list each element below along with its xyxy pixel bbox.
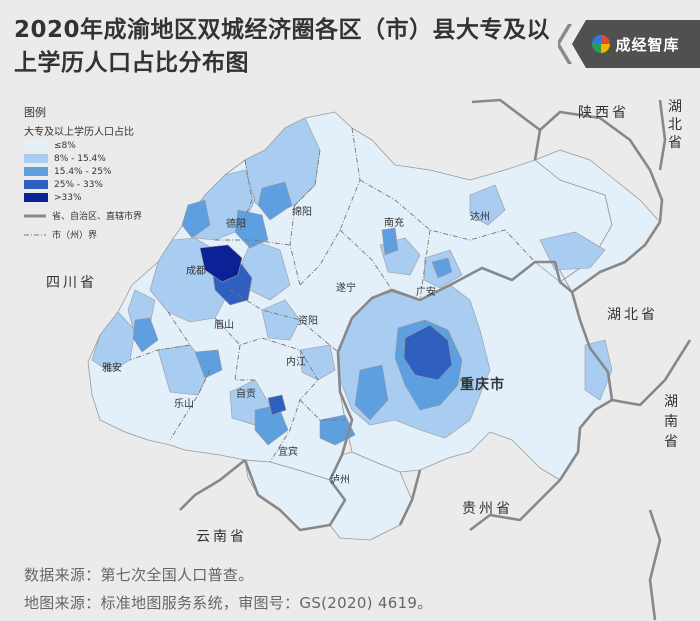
label-meishan: 眉山: [214, 320, 234, 331]
district-class-2: [241, 239, 291, 301]
label-yaan: 雅安: [102, 363, 122, 374]
district-class-2: [469, 184, 506, 226]
logo-mark-icon: [592, 35, 611, 53]
district-shading: [91, 117, 613, 446]
legend-item-label: 15.4% - 25%: [54, 166, 112, 177]
label-sichuan: 四川省: [46, 275, 97, 291]
brand-logo: 成经智库: [558, 20, 700, 68]
logo-text: 成经智库: [615, 35, 680, 54]
logo-chevron-icon: [558, 20, 586, 68]
label-guizhou: 贵州省: [462, 501, 513, 517]
province-line-icon: [24, 214, 46, 217]
province-boundaries: [179, 98, 692, 621]
label-guangan: 广安: [416, 287, 436, 298]
district-class-4: [403, 324, 453, 381]
legend-swatch: [24, 193, 48, 202]
district-class-3: [431, 257, 453, 279]
label-hubei: 湖北省: [607, 307, 658, 323]
label-shaanxi: 陕西省: [578, 105, 629, 121]
legend-province-boundary: 省、自治区、直辖市界: [24, 209, 142, 222]
legend-item-label: 8% - 15.4%: [54, 153, 106, 164]
label-yibin: 宜宾: [278, 447, 298, 458]
label-mianyang: 绵阳: [292, 207, 312, 218]
label-nanchong: 南充: [384, 218, 404, 229]
city-line-icon: [24, 234, 46, 235]
district-class-2: [584, 339, 613, 401]
legend-item: ≤8%: [24, 140, 142, 151]
legend-province-label: 省、自治区、直辖市界: [52, 212, 143, 222]
page-title: 2020年成渝地区双城经济圈各区（市）县大专及以上学历人口占比分布图: [14, 17, 551, 76]
legend-swatch: [24, 141, 48, 150]
district-class-3: [181, 199, 211, 239]
legend-swatch: [24, 154, 48, 163]
legend-item-label: 25% - 33%: [54, 179, 103, 190]
label-suining: 遂宁: [336, 283, 356, 294]
district-class-3: [132, 317, 159, 353]
district-class-3: [234, 209, 269, 249]
label-chengdu: 成都: [186, 266, 206, 277]
label-leshan: 乐山: [174, 399, 194, 410]
legend-heading: 图例: [24, 106, 46, 119]
legend-subtitle: 大专及以上学历人口占比: [24, 127, 134, 138]
label-luzhou: 泸州: [330, 475, 350, 486]
district-class-3: [194, 349, 223, 379]
legend-item: 25% - 33%: [24, 179, 142, 190]
data-source-note: 数据来源：第七次全国人口普查。: [24, 566, 254, 584]
district-class-5: [199, 244, 243, 283]
district-class-4: [267, 394, 287, 416]
legend-city-boundary: 市（州）界: [24, 228, 142, 241]
label-yunnan: 云南省: [196, 529, 247, 545]
legend-item-label: >33%: [54, 192, 82, 203]
label-chongqing: 重庆市: [460, 377, 505, 393]
label-ziyang: 资阳: [298, 316, 318, 327]
label-deyang: 德阳: [226, 219, 246, 230]
legend-swatch: [24, 180, 48, 189]
district-class-3: [354, 364, 389, 421]
district-class-3: [381, 227, 399, 256]
legend-city-label: 市（州）界: [52, 231, 98, 241]
legend-item-label: ≤8%: [54, 140, 76, 151]
district-class-3: [257, 181, 293, 221]
label-neijiang: 内江: [286, 357, 306, 368]
map-source-note: 地图来源：标准地图服务系统，审图号：GS(2020) 4619。: [24, 594, 433, 612]
map-legend: 图例 大专及以上学历人口占比 ≤8% 8% - 15.4% 15.4% - 25…: [24, 104, 142, 241]
city-boundaries: [129, 127, 536, 463]
label-zigong: 自贡: [236, 389, 256, 400]
label-hunan: 湖南省: [664, 394, 681, 450]
legend-item: 15.4% - 25%: [24, 166, 142, 177]
district-class-2: [299, 344, 336, 381]
legend-item: >33%: [24, 192, 142, 203]
district-class-2: [539, 231, 606, 271]
district-class-2: [261, 299, 301, 341]
legend-swatch: [24, 167, 48, 176]
legend-item: 8% - 15.4%: [24, 153, 142, 164]
label-dazhou: 达州: [470, 212, 490, 223]
label-hubei-ne: 湖北省: [668, 99, 685, 151]
